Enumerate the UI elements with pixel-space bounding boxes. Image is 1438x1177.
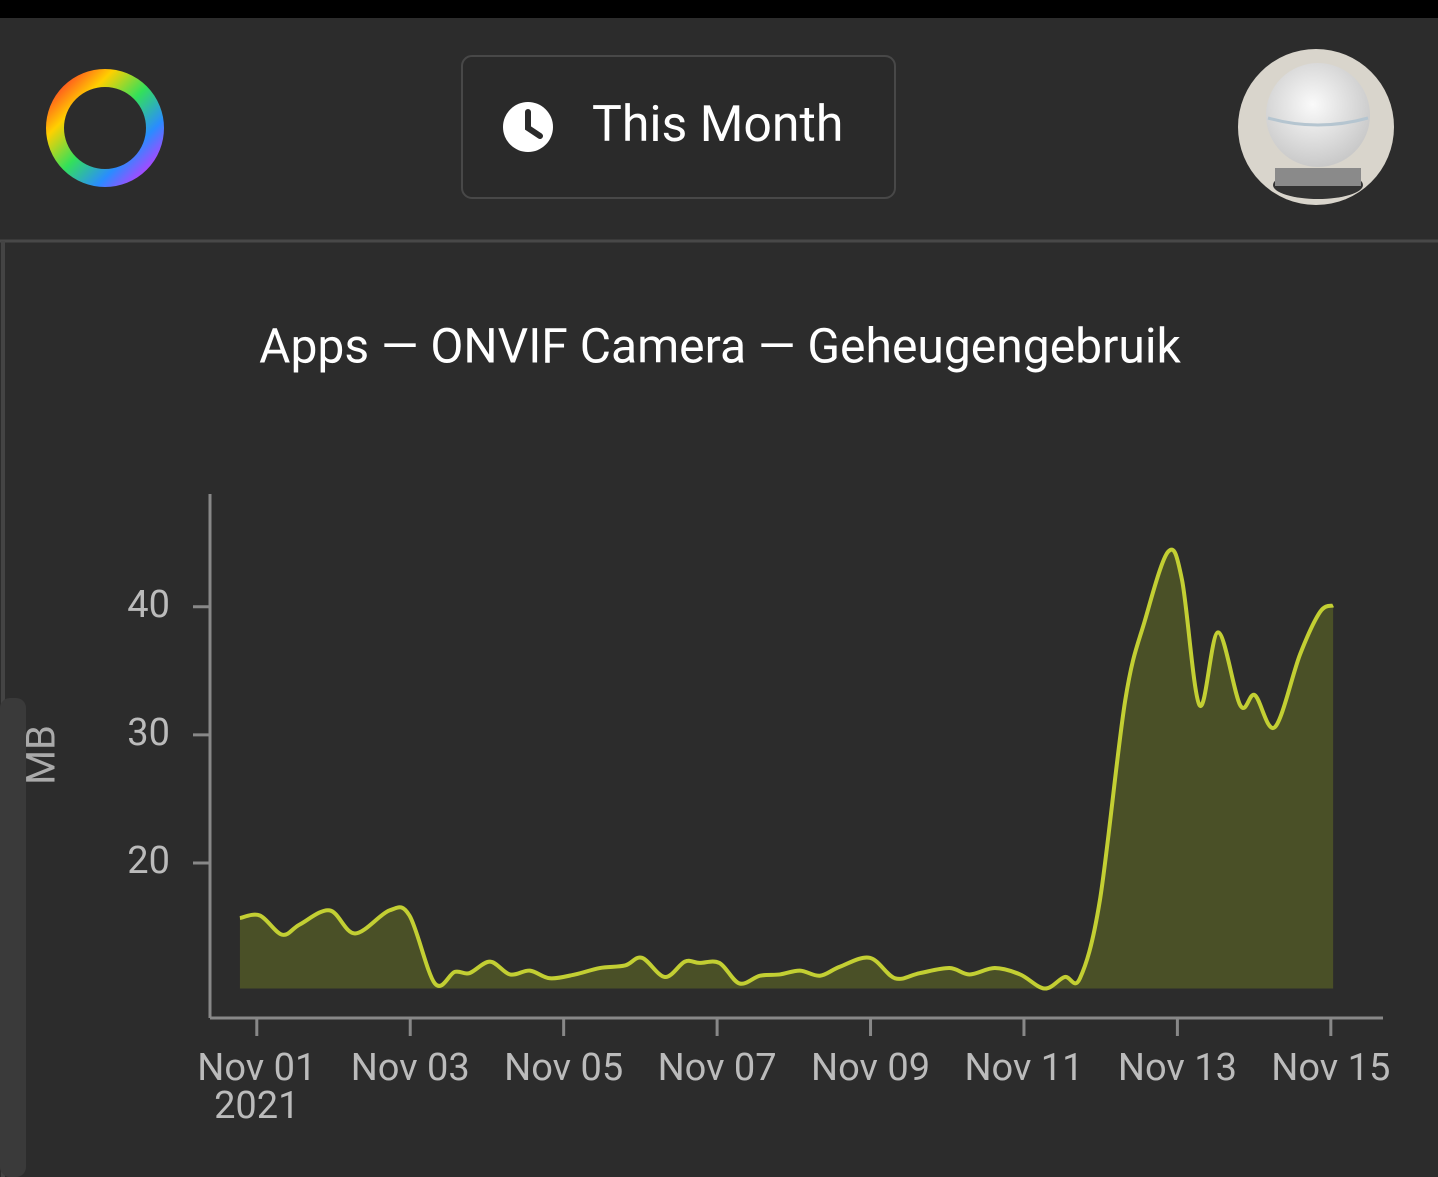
status-bar	[0, 0, 1438, 18]
x-tick-label: Nov 13	[1118, 1046, 1237, 1090]
x-tick-label: Nov 01	[197, 1046, 316, 1090]
area-fill	[239, 549, 1334, 989]
y-tick-label: 20	[127, 839, 170, 883]
clock-hands	[525, 109, 543, 139]
chart-title: Apps — ONVIF Camera — Geheugengebruik	[259, 318, 1181, 375]
x-tick-label: Nov 07	[658, 1046, 777, 1090]
x-tick-label: Nov 11	[964, 1046, 1083, 1090]
x-year-label: 2021	[214, 1084, 299, 1128]
app-logo[interactable]	[46, 69, 164, 187]
side-tab[interactable]	[0, 698, 26, 1177]
x-tick-label: Nov 03	[351, 1046, 470, 1090]
avatar[interactable]	[1238, 49, 1394, 205]
y-tick-label: 40	[127, 583, 170, 627]
time-range-label: This Month	[592, 96, 843, 154]
x-tick-label: Nov 15	[1271, 1046, 1390, 1090]
x-tick-label: Nov 05	[504, 1046, 623, 1090]
time-range-button[interactable]	[461, 55, 896, 199]
area-line	[239, 547, 1335, 991]
y-tick-label: 30	[127, 711, 170, 755]
x-tick-label: Nov 09	[811, 1046, 930, 1090]
y-axis-label: MB	[18, 725, 65, 785]
